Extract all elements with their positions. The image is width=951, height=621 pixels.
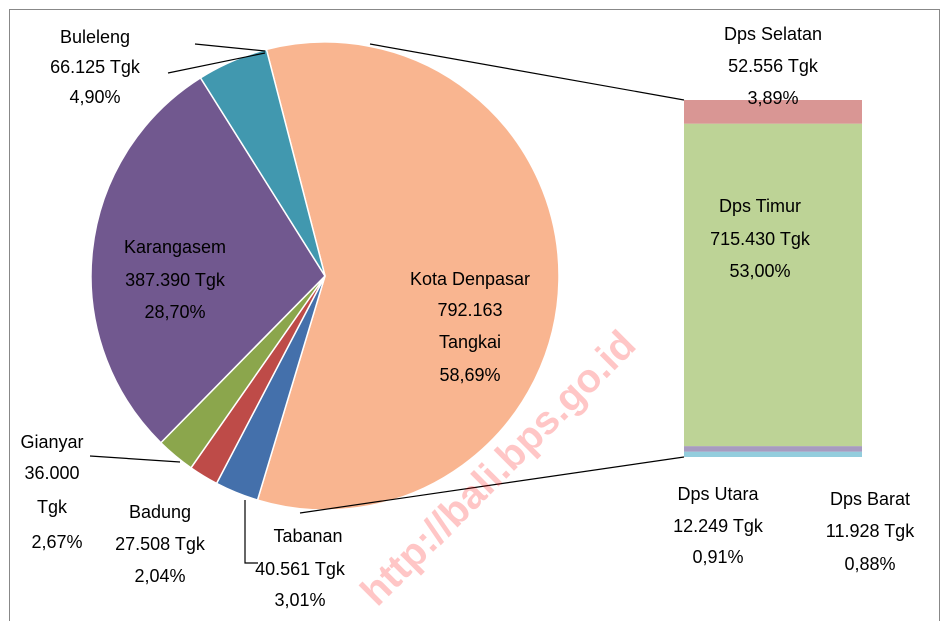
label: 12.249 Tgk <box>673 516 764 536</box>
connector-line <box>299 456 685 514</box>
label: 36.000 <box>24 463 79 483</box>
label: 715.430 Tgk <box>710 229 811 249</box>
pie-slice <box>256 41 560 511</box>
label: 2,67% <box>31 532 82 552</box>
label: Dps Barat <box>830 489 910 509</box>
label: Kota Denpasar <box>410 269 530 289</box>
label: 792.163 <box>437 300 502 320</box>
label: 52.556 Tgk <box>728 56 819 76</box>
label: 4,90% <box>69 87 120 107</box>
label: 53,00% <box>729 261 790 281</box>
bar-segment <box>684 123 862 447</box>
label: 3,01% <box>274 590 325 610</box>
label: 3,89% <box>747 88 798 108</box>
marks <box>90 41 862 511</box>
bar-segment <box>684 446 862 452</box>
label: Tabanan <box>273 526 342 546</box>
connector-line <box>369 43 685 101</box>
label: 387.390 Tgk <box>125 270 226 290</box>
label: 2,04% <box>134 566 185 586</box>
label: Dps Selatan <box>724 24 822 44</box>
label: 0,88% <box>844 554 895 574</box>
label: Gianyar <box>20 432 83 452</box>
leader-line <box>244 500 258 564</box>
label: 58,69% <box>439 365 500 385</box>
label: 0,91% <box>692 547 743 567</box>
label: Dps Timur <box>719 196 801 216</box>
bar-segment <box>684 451 862 457</box>
label: Buleleng <box>60 27 130 47</box>
frame <box>9 9 940 621</box>
label: Tangkai <box>439 332 501 352</box>
label: Tgk <box>37 497 68 517</box>
leader-line <box>194 43 266 52</box>
bar-segment <box>684 100 862 124</box>
label: 28,70% <box>144 302 205 322</box>
label: Karangasem <box>124 237 226 257</box>
leader-line <box>89 455 181 463</box>
label: 27.508 Tgk <box>115 534 206 554</box>
pie-slice <box>199 48 326 277</box>
label: 40.561 Tgk <box>255 559 346 579</box>
label: Dps Utara <box>677 484 759 504</box>
label: 11.928 Tgk <box>826 521 915 541</box>
leader-line <box>167 52 266 74</box>
label: Badung <box>129 502 191 522</box>
label: 66.125 Tgk <box>50 57 141 77</box>
pie-slice <box>90 76 326 444</box>
